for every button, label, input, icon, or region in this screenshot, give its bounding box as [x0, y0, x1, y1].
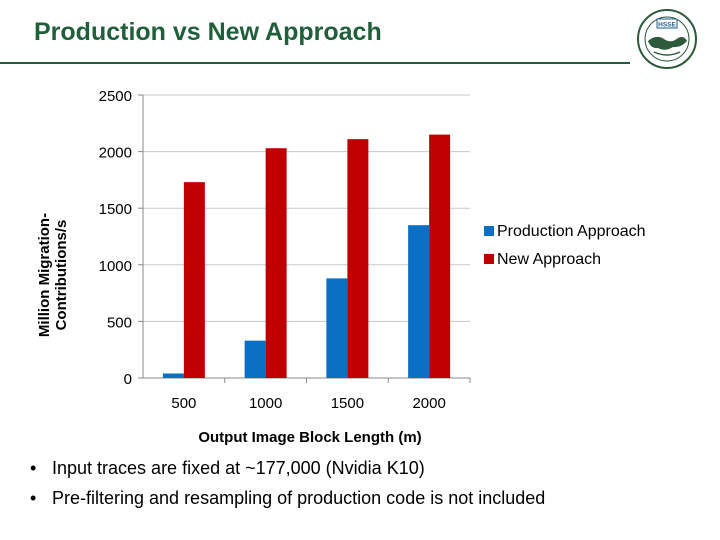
- legend-swatch-new: [484, 254, 494, 264]
- new-approach-bar: [183, 182, 205, 378]
- x-tick-label: 500: [171, 395, 196, 412]
- legend-label: Production Approach: [497, 223, 646, 240]
- new-approach-bar: [265, 148, 287, 378]
- bullet-text: Input traces are fixed at ~177,000 (Nvid…: [52, 458, 425, 478]
- y-axis-ticks: 0 500 1000 1500 2000 2500: [99, 88, 132, 388]
- logo-badge-text: HSSE: [658, 22, 676, 29]
- bullet-marker: •: [30, 488, 37, 508]
- production-approach-bar: [408, 225, 430, 378]
- production-approach-bar: [162, 373, 184, 378]
- globe-seal-icon: HSSE: [637, 9, 697, 69]
- y-tick-label: 1500: [99, 201, 132, 218]
- x-tick-label: 2000: [412, 395, 445, 412]
- legend-swatch-production: [484, 226, 494, 236]
- title-divider: [0, 62, 630, 64]
- production-approach-bar: [326, 278, 348, 378]
- production-approach-bar: [244, 340, 266, 378]
- bullet-marker: •: [30, 458, 37, 478]
- slide-title: Production vs New Approach: [34, 18, 382, 46]
- legend-label: New Approach: [497, 251, 601, 268]
- new-approach-bar: [429, 134, 451, 378]
- bullet-list: • Input traces are fixed at ~177,000 (Nv…: [30, 458, 710, 518]
- bullet-item: • Input traces are fixed at ~177,000 (Nv…: [30, 458, 710, 479]
- chart-legend: Production Approach New Approach: [484, 223, 646, 268]
- bullet-item: • Pre-filtering and resampling of produc…: [30, 488, 710, 509]
- y-axis-label: Million Migration-Contributions/s: [36, 212, 70, 338]
- chart-bars: [162, 134, 451, 378]
- y-tick-label: 2500: [99, 88, 132, 105]
- y-tick-label: 2000: [99, 145, 132, 162]
- bar-chart: 0 500 1000 1500 2000 2500 500 1000 1500 2000 Out…: [99, 88, 646, 446]
- y-tick-label: 500: [107, 314, 132, 331]
- y-tick-label: 1000: [99, 258, 132, 275]
- new-approach-bar: [347, 139, 369, 378]
- x-axis-label: Output Image Block Length (m): [198, 429, 421, 446]
- bullet-text: Pre-filtering and resampling of producti…: [52, 488, 546, 508]
- x-tick-label: 1000: [249, 395, 282, 412]
- y-tick-label: 0: [124, 371, 132, 388]
- x-tick-label: 1500: [331, 395, 364, 412]
- x-axis-ticks: 500 1000 1500 2000: [171, 378, 471, 412]
